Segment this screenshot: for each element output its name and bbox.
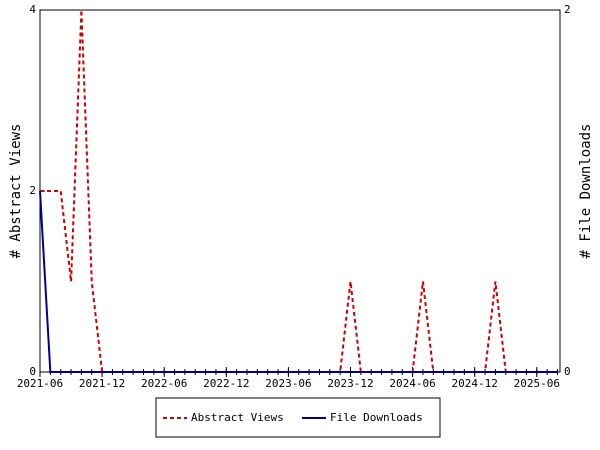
y-tick-label: 0 <box>29 365 36 378</box>
x-tick-label: 2025-06 <box>514 377 560 390</box>
x-tick-label: 2023-06 <box>265 377 311 390</box>
series-line <box>39 190 558 373</box>
x-tick-label: 2022-06 <box>141 377 187 390</box>
y-axis-label: # Abstract Views <box>8 124 24 259</box>
y-tick-label: 4 <box>29 3 36 16</box>
legend-label: File Downloads <box>330 411 423 424</box>
series-line <box>40 9 558 373</box>
x-tick-label: 2022-12 <box>203 377 249 390</box>
y2-tick-label: 0 <box>564 365 571 378</box>
y2-axis-label: # File Downloads <box>578 124 594 259</box>
legend-label: Abstract Views <box>191 411 284 424</box>
plot-frame <box>39 9 561 373</box>
legend <box>155 397 441 438</box>
y-tick-label: 2 <box>29 184 36 197</box>
x-tick-label: 2023-12 <box>327 377 373 390</box>
y2-tick-label: 2 <box>564 3 571 16</box>
x-tick-label: 2024-12 <box>452 377 498 390</box>
x-tick-label: 2021-12 <box>79 377 125 390</box>
x-tick-label: 2024-06 <box>389 377 435 390</box>
x-tick-label: 2021-06 <box>17 377 63 390</box>
